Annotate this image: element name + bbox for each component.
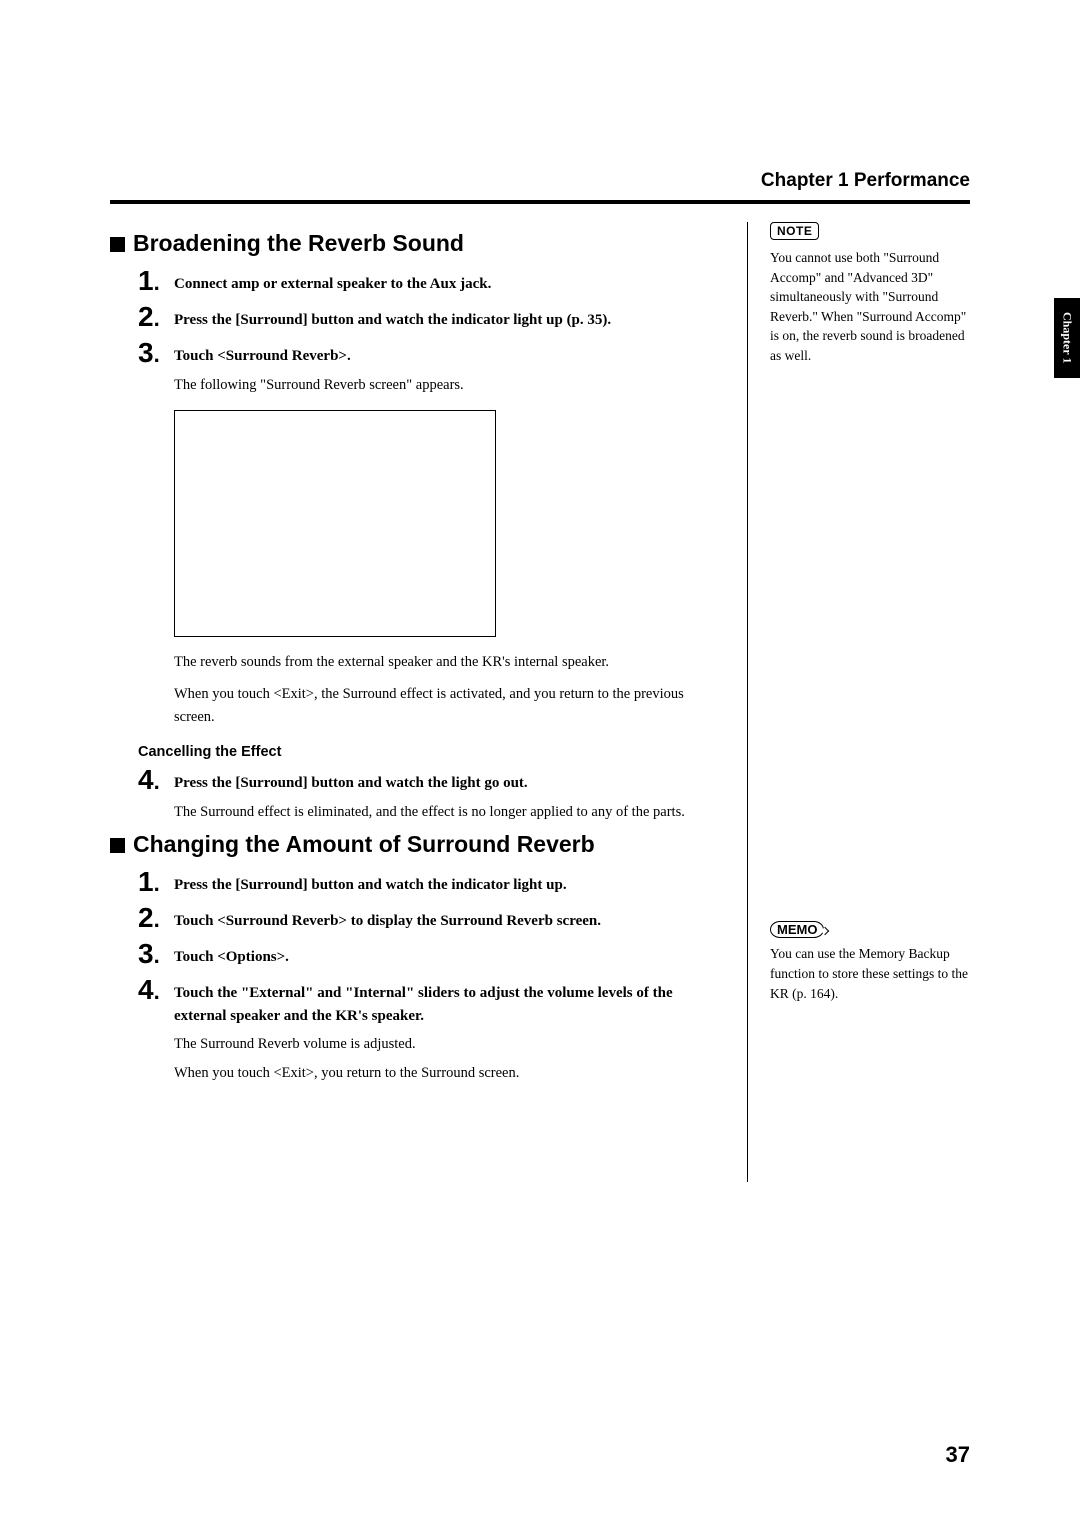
step-number: 4	[138, 766, 174, 796]
step-number: 3	[138, 940, 174, 970]
step-2-2: 2 Touch <Surround Reverb> to display the…	[138, 904, 719, 934]
step-1-3: 3 Touch <Surround Reverb>. The following…	[138, 339, 719, 396]
side-column: NOTE You cannot use both "Surround Accom…	[747, 222, 970, 1182]
header-rule	[110, 200, 970, 204]
section1-title: Broadening the Reverb Sound	[133, 230, 464, 256]
step-instruction: Press the [Surround] button and watch th…	[174, 309, 719, 332]
section-heading-broadening: Broadening the Reverb Sound	[110, 230, 719, 257]
step-instruction: Press the [Surround] button and watch th…	[174, 772, 719, 795]
step-description: The Surround Reverb volume is adjusted.	[174, 1033, 719, 1055]
step-1-4: 4 Press the [Surround] button and watch …	[138, 766, 719, 823]
step-2-4: 4 Touch the "External" and "Internal" sl…	[138, 976, 719, 1084]
square-bullet-icon	[110, 838, 125, 853]
note-block: NOTE You cannot use both "Surround Accom…	[770, 222, 970, 365]
step-number: 2	[138, 904, 174, 934]
step-body: Press the [Surround] button and watch th…	[174, 303, 719, 332]
step-instruction: Press the [Surround] button and watch th…	[174, 874, 719, 897]
step-description: When you touch <Exit>, the Surround effe…	[174, 683, 719, 728]
cancelling-heading: Cancelling the Effect	[138, 744, 719, 760]
section2-title: Changing the Amount of Surround Reverb	[133, 831, 595, 857]
memo-block: MEMO You can use the Memory Backup funct…	[770, 921, 970, 1003]
step-1-2: 2 Press the [Surround] button and watch …	[138, 303, 719, 333]
step-body: Press the [Surround] button and watch th…	[174, 868, 719, 897]
step-description: The Surround effect is eliminated, and t…	[174, 801, 719, 823]
step-number: 1	[138, 868, 174, 898]
step-number: 1	[138, 267, 174, 297]
step-body: Touch <Surround Reverb> to display the S…	[174, 904, 719, 933]
step-number: 2	[138, 303, 174, 333]
step-1-1: 1 Connect amp or external speaker to the…	[138, 267, 719, 297]
step-instruction: Touch <Surround Reverb>.	[174, 345, 719, 368]
content-columns: Broadening the Reverb Sound 1 Connect am…	[110, 222, 970, 1182]
step-body: Touch the "External" and "Internal" slid…	[174, 976, 719, 1084]
step-body: Touch <Options>.	[174, 940, 719, 969]
memo-label-icon: MEMO	[770, 921, 824, 938]
step-body: Press the [Surround] button and watch th…	[174, 766, 719, 823]
main-column: Broadening the Reverb Sound 1 Connect am…	[110, 222, 747, 1182]
screenshot-placeholder	[174, 410, 496, 637]
chapter-header: Chapter 1 Performance	[110, 170, 970, 192]
step-body: Touch <Surround Reverb>. The following "…	[174, 339, 719, 396]
step-instruction: Touch <Surround Reverb> to display the S…	[174, 910, 719, 933]
step-instruction: Connect amp or external speaker to the A…	[174, 273, 719, 296]
note-label-icon: NOTE	[770, 222, 819, 240]
step-instruction: Touch the "External" and "Internal" slid…	[174, 982, 719, 1027]
square-bullet-icon	[110, 237, 125, 252]
memo-text: You can use the Memory Backup function t…	[770, 944, 970, 1003]
step-description: When you touch <Exit>, you return to the…	[174, 1062, 719, 1084]
step-2-1: 1 Press the [Surround] button and watch …	[138, 868, 719, 898]
step-description: The reverb sounds from the external spea…	[174, 651, 719, 673]
step-2-3: 3 Touch <Options>.	[138, 940, 719, 970]
step-description: The following "Surround Reverb screen" a…	[174, 374, 719, 396]
step-number: 4	[138, 976, 174, 1006]
note-text: You cannot use both "Surround Accomp" an…	[770, 248, 970, 365]
step-instruction: Touch <Options>.	[174, 946, 719, 969]
memo-label-text: MEMO	[770, 921, 824, 938]
page-number: 37	[946, 1442, 970, 1468]
page-container: Chapter 1 Performance Broadening the Rev…	[0, 0, 1080, 1528]
section-heading-changing: Changing the Amount of Surround Reverb	[110, 831, 719, 858]
step-body: Connect amp or external speaker to the A…	[174, 267, 719, 296]
step-number: 3	[138, 339, 174, 369]
